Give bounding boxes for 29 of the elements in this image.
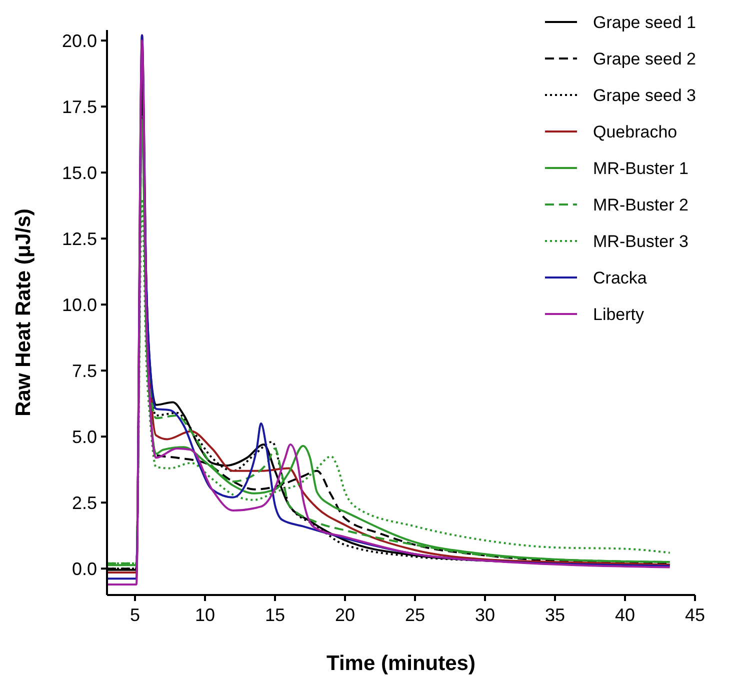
- x-tick-label: 45: [684, 605, 706, 625]
- y-tick-label: 5.0: [72, 426, 97, 447]
- x-tick-label: 10: [194, 605, 216, 625]
- y-tick-label: 10.0: [62, 294, 97, 315]
- x-tick-label: 5: [130, 605, 140, 625]
- legend-label: MR-Buster 2: [593, 195, 688, 214]
- legend-label: MR-Buster 1: [593, 158, 688, 178]
- x-tick-label: 25: [404, 605, 426, 625]
- y-tick-label: 20.0: [62, 30, 97, 51]
- y-axis-title: Raw Heat Rate (μJ/s): [12, 208, 35, 416]
- y-tick-label: 15.0: [62, 162, 97, 183]
- x-axis-title: Time (minutes): [326, 652, 476, 675]
- y-tick-label: 12.5: [62, 228, 97, 249]
- legend-label: Quebracho: [593, 122, 678, 142]
- y-tick-label: 17.5: [62, 96, 97, 117]
- legend-label: Grape seed 1: [593, 12, 696, 32]
- y-tick-label: 7.5: [72, 360, 97, 381]
- x-tick-label: 30: [474, 605, 496, 625]
- x-tick-label: 15: [264, 605, 286, 625]
- x-tick-label: 20: [334, 605, 356, 625]
- legend-label: Liberty: [593, 304, 645, 324]
- legend-label: MR-Buster 3: [593, 232, 688, 251]
- y-tick-label: 0.0: [72, 558, 97, 579]
- x-tick-label: 40: [614, 605, 636, 625]
- y-tick-label: 2.5: [72, 492, 97, 513]
- legend-label: Grape seed 3: [593, 86, 696, 105]
- x-tick-label: 35: [544, 605, 566, 625]
- legend-label: Cracka: [593, 268, 648, 288]
- legend-label: Grape seed 2: [593, 49, 696, 68]
